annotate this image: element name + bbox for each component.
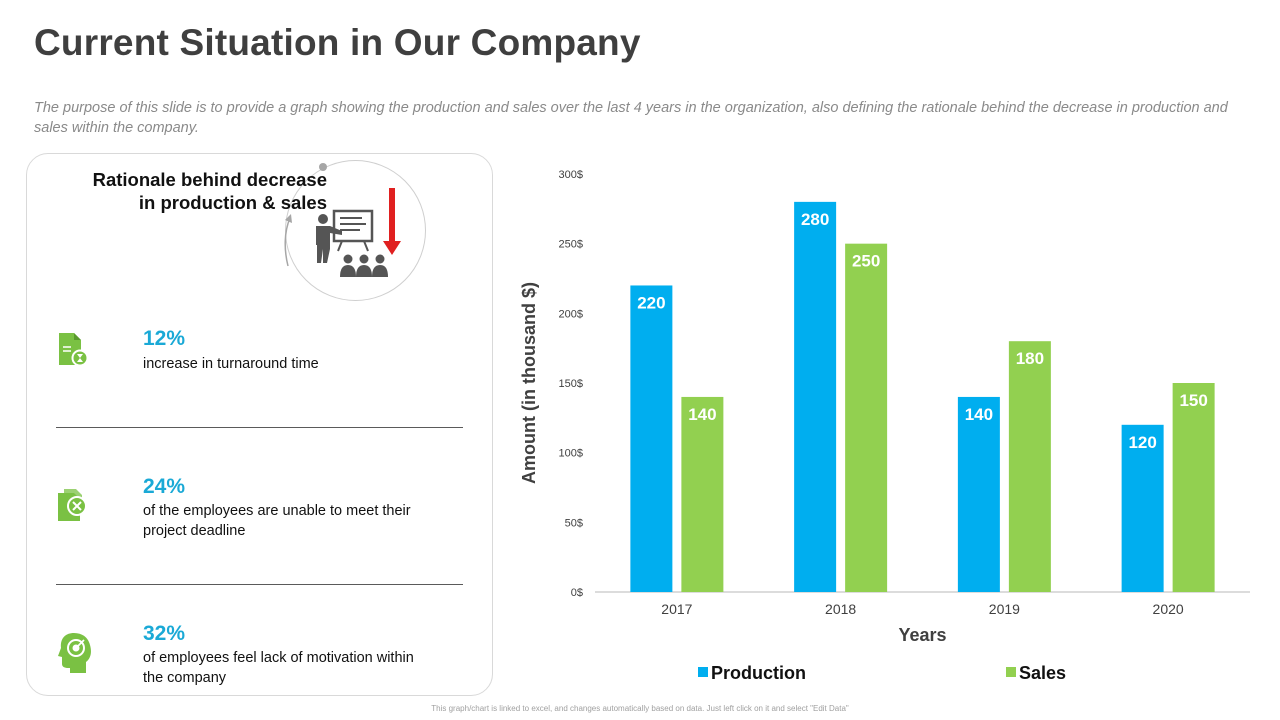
stat-desc-2-line1: of the employees are unable to meet thei… xyxy=(143,503,411,519)
y-tick-label: 0$ xyxy=(571,587,583,599)
y-tick-label: 300$ xyxy=(559,169,583,181)
divider-1 xyxy=(56,427,463,428)
stat-desc-3-line2: the company xyxy=(143,670,227,686)
y-tick-label: 200$ xyxy=(559,308,583,320)
rationale-title-line2: in production & sales xyxy=(138,192,327,213)
stat-percent-2: 24% xyxy=(143,475,186,498)
x-tick-label: 2017 xyxy=(661,601,692,617)
bar-sales-2020 xyxy=(1172,383,1215,592)
footnote: This graph/chart is linked to excel, and… xyxy=(431,704,849,713)
y-tick-label: 250$ xyxy=(559,239,583,251)
stat-desc-2-line2: project deadline xyxy=(143,523,246,539)
bar-production-2019 xyxy=(957,396,1000,592)
stat-desc-1-line1: increase in turnaround time xyxy=(143,356,319,372)
circle-arrow-icon xyxy=(284,214,292,267)
bar-production-2018 xyxy=(794,201,837,592)
data-label: 140 xyxy=(965,405,993,424)
y-axis-title: Amount (in thousand $) xyxy=(519,282,539,484)
y-tick-label: 150$ xyxy=(559,378,583,390)
legend-label-sales: Sales xyxy=(1019,663,1066,683)
document-cancel-icon xyxy=(58,489,87,521)
legend-label-production: Production xyxy=(711,663,806,683)
divider-2 xyxy=(56,584,463,585)
x-tick-label: 2018 xyxy=(825,601,856,617)
data-label: 280 xyxy=(801,210,829,229)
data-label: 140 xyxy=(688,405,716,424)
document-timer-icon xyxy=(59,333,89,367)
bar-sales-2018 xyxy=(845,243,888,592)
stat-desc-3-line1: of employees feel lack of motivation wit… xyxy=(143,650,414,666)
presenter-icon xyxy=(316,188,401,277)
bar-sales-2017 xyxy=(681,396,724,592)
stat-desc-1: increase in turnaround time xyxy=(143,354,463,374)
legend-swatch-production xyxy=(698,667,708,677)
stat-desc-3: of employees feel lack of motivation wit… xyxy=(143,648,463,688)
circle-dot xyxy=(319,163,327,171)
rationale-title: Rationale behind decrease in production … xyxy=(60,168,327,214)
stat-percent-1: 12% xyxy=(143,327,186,350)
data-label: 120 xyxy=(1128,433,1156,452)
y-tick-label: 50$ xyxy=(565,517,583,529)
rationale-title-line1: Rationale behind decrease xyxy=(92,169,327,190)
data-label: 150 xyxy=(1179,391,1207,410)
data-label: 250 xyxy=(852,252,880,271)
bar-production-2020 xyxy=(1121,424,1164,592)
x-tick-label: 2019 xyxy=(989,601,1020,617)
page-subtitle: The purpose of this slide is to provide … xyxy=(34,100,1228,136)
stat-desc-2: of the employees are unable to meet thei… xyxy=(143,501,463,541)
stat-percent-3: 32% xyxy=(143,622,186,645)
data-label: 180 xyxy=(1016,349,1044,368)
data-label: 220 xyxy=(637,293,665,312)
bar-sales-2019 xyxy=(1008,341,1051,592)
head-target-icon xyxy=(58,633,91,673)
page-title: Current Situation in Our Company xyxy=(34,22,641,63)
bar-chart: 0$ 50$ 100$ 150$ 200$ 250$ 300$ 220 140 2017 280 25… xyxy=(519,169,1250,683)
x-axis-title: Years xyxy=(898,625,946,645)
y-tick-label: 100$ xyxy=(559,448,583,460)
legend-swatch-sales xyxy=(1006,667,1016,677)
bar-production-2017 xyxy=(630,285,673,592)
x-tick-label: 2020 xyxy=(1153,601,1184,617)
